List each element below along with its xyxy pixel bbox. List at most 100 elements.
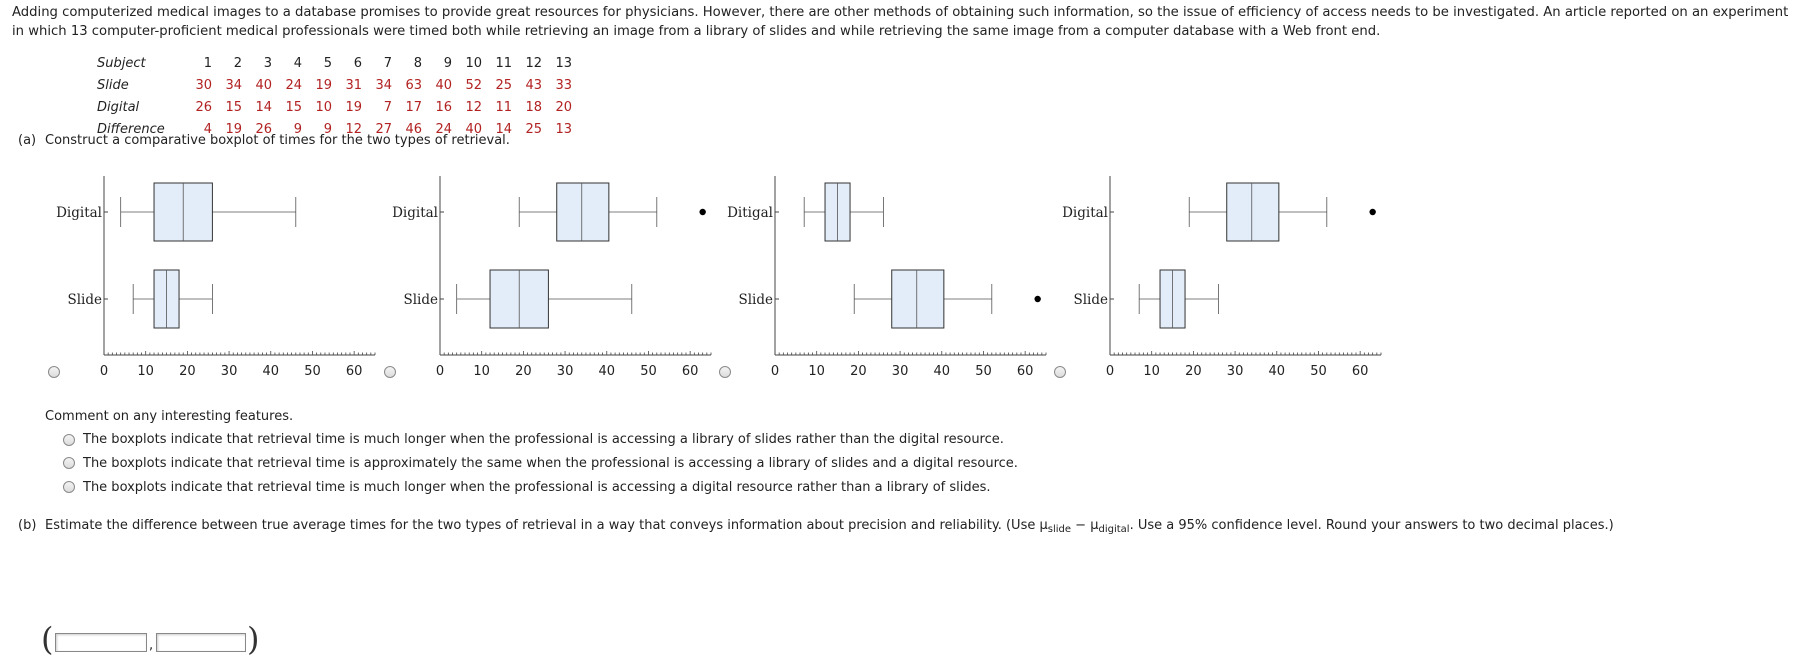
part-b-text-before: Estimate the difference between true ave…: [45, 518, 1048, 533]
category-label-bottom: Slide: [738, 292, 773, 308]
table-cell: 17: [405, 99, 422, 115]
boxplot-option-3: 0 10 20 30 40 50 60 Ditigal Slide: [711, 176, 1091, 431]
table-cell: 24: [285, 77, 302, 93]
ci-upper-input[interactable]: [156, 633, 246, 652]
boxplot-1-svg: 0 10 20 30 40 50 60 Digital Slide: [56, 176, 376, 379]
table-cell: 10: [465, 55, 482, 71]
table-row-difference: Difference 4 19 26 9 9 12 27 46 24 40 14 25 13: [97, 118, 572, 140]
x-tick-label: 0: [1106, 364, 1114, 379]
x-tick-label: 30: [1227, 364, 1244, 379]
table-cell: 63: [405, 77, 422, 93]
comment-option-2: The boxplots indicate that retrieval tim…: [83, 456, 1018, 471]
part-a-label: (a): [18, 133, 37, 148]
table-cell: 26: [195, 99, 212, 115]
table-cell: 30: [195, 77, 212, 93]
table-cell: 6: [353, 55, 362, 71]
table-cell: 25: [525, 121, 542, 137]
table-cell: 24: [435, 121, 452, 137]
open-paren: (: [41, 620, 54, 658]
comment-radio-3[interactable]: [63, 481, 75, 493]
top-boxplot-outlier: [699, 208, 706, 216]
table-cell: 15: [285, 99, 302, 115]
x-tick-label: 60: [1017, 364, 1034, 379]
x-tick-label: 0: [100, 364, 108, 379]
table-cell: 14: [495, 121, 512, 137]
x-tick-label: 40: [933, 364, 950, 379]
ci-comma: ,: [149, 638, 154, 653]
category-label-bottom: Slide: [403, 292, 438, 308]
table-cell: 12: [345, 121, 362, 137]
table-cell: 4: [293, 55, 302, 71]
close-paren: ): [247, 620, 260, 658]
top-boxplot-box: [1226, 182, 1280, 242]
x-tick-label: 20: [179, 364, 196, 379]
bottom-boxplot-outlier: [1034, 295, 1041, 303]
comment-radio-2[interactable]: [63, 457, 75, 469]
table-cell: 40: [465, 121, 482, 137]
table-cell: 33: [555, 77, 572, 93]
table-row-label: Digital: [97, 99, 140, 115]
table-cell: 9: [323, 121, 332, 137]
x-tick-label: 50: [640, 364, 657, 379]
table-cell: 4: [203, 121, 212, 137]
x-tick-label: 10: [137, 364, 154, 379]
table-cell: 19: [315, 77, 332, 93]
comment-radio-1[interactable]: [63, 434, 75, 446]
table-cell: 19: [225, 121, 242, 137]
boxplot-radio-2[interactable]: [384, 366, 396, 378]
table-cell: 11: [495, 99, 512, 115]
table-cell: 12: [525, 55, 542, 71]
table-cell: 11: [495, 55, 512, 71]
ci-lower-input[interactable]: [55, 633, 147, 652]
bottom-boxplot-box: [891, 269, 945, 329]
mu-digital-subscript: digital: [1098, 524, 1130, 535]
x-tick-label: 40: [262, 364, 279, 379]
table-cell: 7: [383, 99, 392, 115]
table-cell: 20: [555, 99, 572, 115]
table-row-digital: Digital 26 15 14 15 10 19 7 17 16 12 11 18 20: [97, 96, 572, 118]
boxplot-option-2: 0 10 20 30 40 50 60 Digital Slide: [376, 176, 756, 431]
table-cell: 9: [443, 55, 452, 71]
x-tick-label: 60: [682, 364, 699, 379]
category-label-top: Ditigal: [727, 205, 773, 221]
problem-intro: Adding computerized medical images to a …: [12, 5, 1789, 39]
x-tick-label: 20: [515, 364, 532, 379]
table-cell: 19: [345, 99, 362, 115]
top-boxplot-box: [556, 182, 610, 242]
x-tick-label: 40: [1268, 364, 1285, 379]
table-cell: 25: [495, 77, 512, 93]
table-cell: 26: [255, 121, 272, 137]
table-cell: 31: [345, 77, 362, 93]
part-b-label: (b): [18, 518, 37, 533]
table-cell: 7: [383, 55, 392, 71]
table-cell: 34: [375, 77, 392, 93]
table-cell: 43: [525, 77, 542, 93]
boxplot-radio-1[interactable]: [48, 366, 60, 378]
data-table: Subject 1 2 3 4 5 6 7 8 9 10 11 12 13 Slide 30 34 40 24 19…: [97, 52, 572, 140]
boxplot-option-1: 0 10 20 30 40 50 60 Digital Slide: [40, 176, 420, 431]
table-cell: 52: [465, 77, 482, 93]
table-row-slide: Slide 30 34 40 24 19 31 34 63 40 52 25 43 33: [97, 74, 572, 96]
table-cell: 16: [435, 99, 452, 115]
category-label-bottom: Slide: [67, 292, 102, 308]
table-cell: 40: [255, 77, 272, 93]
x-tick-label: 10: [808, 364, 825, 379]
x-tick-label: 0: [436, 364, 444, 379]
table-cell: 34: [225, 77, 242, 93]
boxplot-option-4: 0 10 20 30 40 50 60 Digital Slide: [1046, 176, 1426, 431]
table-cell: 9: [293, 121, 302, 137]
part-b-text-after: . Use a 95% confidence level. Round your…: [1129, 518, 1614, 533]
boxplot-radio-3[interactable]: [719, 366, 731, 378]
x-tick-label: 20: [1185, 364, 1202, 379]
table-cell: 8: [413, 55, 422, 71]
x-tick-label: 50: [975, 364, 992, 379]
table-cell: 13: [555, 55, 572, 71]
boxplot-radio-4[interactable]: [1054, 366, 1066, 378]
table-cell: 12: [465, 99, 482, 115]
x-tick-label: 10: [473, 364, 490, 379]
table-cell: 3: [263, 55, 272, 71]
boxplot-2-svg: 0 10 20 30 40 50 60 Digital Slide: [392, 176, 712, 379]
table-cell: 40: [435, 77, 452, 93]
table-cell: 2: [233, 55, 242, 71]
table-row-label: Slide: [97, 77, 129, 93]
